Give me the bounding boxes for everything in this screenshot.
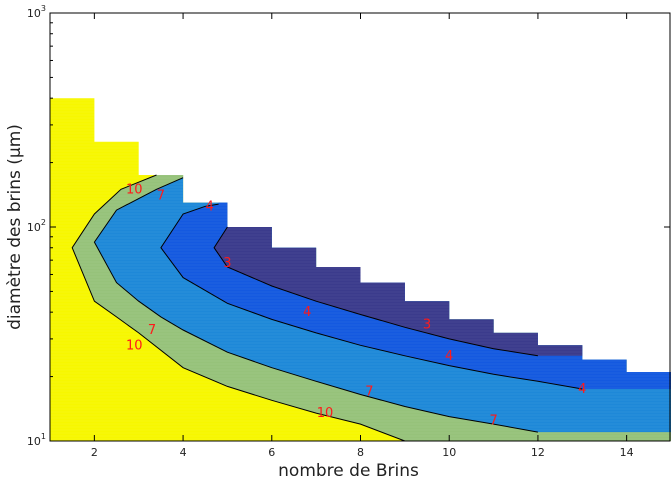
contour-label: 7 xyxy=(157,189,165,204)
contour-line-7 xyxy=(93,177,538,433)
x-tick-label: 12 xyxy=(531,446,545,459)
contour-label: 7 xyxy=(365,385,373,400)
contour-label: 10 xyxy=(317,406,334,421)
contour-label: 4 xyxy=(445,349,453,364)
contour-label: 3 xyxy=(223,256,231,271)
y-tick-exponent: 2 xyxy=(41,218,46,227)
contour-label: 7 xyxy=(148,323,156,338)
x-tick-label: 2 xyxy=(91,446,98,459)
contour-line-4 xyxy=(160,203,583,390)
y-tick-label: 103 xyxy=(27,4,46,20)
x-axis-label: nombre de Brins xyxy=(278,461,419,481)
y-tick-label: 101 xyxy=(27,432,46,448)
contour-label: 4 xyxy=(303,305,311,320)
contour-label: 4 xyxy=(578,382,586,397)
x-tick-label: 6 xyxy=(268,446,275,459)
y-tick-exponent: 1 xyxy=(41,432,46,441)
x-tick-label: 10 xyxy=(442,446,456,459)
contour-label: 3 xyxy=(423,318,431,333)
contour-line-3 xyxy=(213,226,538,357)
contour-fills xyxy=(50,98,671,441)
contour-lines xyxy=(71,174,583,442)
contour-label: 10 xyxy=(126,338,143,353)
y-tick-exponent: 3 xyxy=(41,4,46,13)
contour-label: 10 xyxy=(126,182,143,197)
contour-labels: 10 7 4 3 7 10 4 3 4 7 10 4 7 xyxy=(126,182,586,428)
y-tick-label: 102 xyxy=(27,218,46,234)
contour-label: 4 xyxy=(206,199,214,214)
contour-label: 7 xyxy=(489,413,497,428)
x-tick-label: 14 xyxy=(620,446,634,459)
contour-line-10 xyxy=(71,174,406,442)
y-axis-label: diamètre des brins (μm) xyxy=(5,124,25,330)
x-tick-label: 8 xyxy=(357,446,364,459)
x-tick-label: 4 xyxy=(180,446,187,459)
